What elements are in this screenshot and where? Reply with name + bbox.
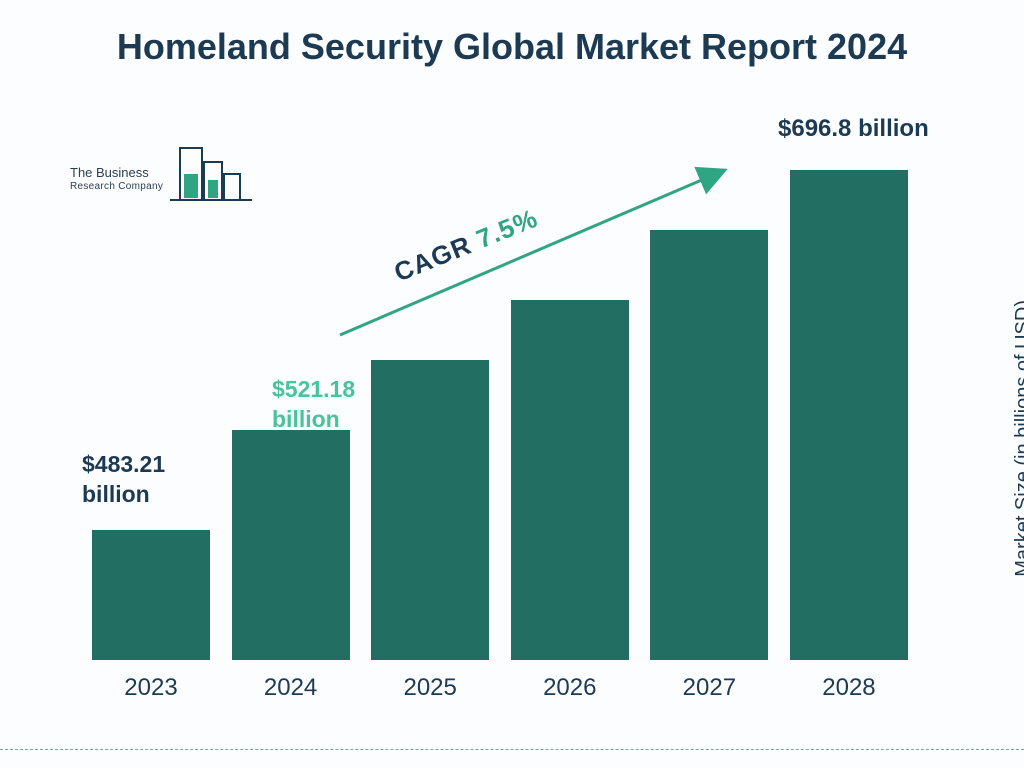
bar-slot-2028	[790, 170, 908, 660]
chart-title: Homeland Security Global Market Report 2…	[0, 24, 1024, 69]
bar-slot-2026	[511, 300, 629, 660]
bar-2027	[650, 230, 768, 660]
bar-2026	[511, 300, 629, 660]
x-label-2027: 2027	[650, 674, 768, 702]
bar-chart: 2023 2024 2025 2026 2027 2028	[80, 150, 950, 710]
bar-2028	[790, 170, 908, 660]
bar-slot-2027	[650, 230, 768, 660]
bottom-divider	[0, 749, 1024, 750]
x-label-2026: 2026	[511, 674, 629, 702]
bar-2024	[232, 430, 350, 660]
x-label-2023: 2023	[92, 674, 210, 702]
x-label-2025: 2025	[371, 674, 489, 702]
bar-2025	[371, 360, 489, 660]
bar-slot-2024	[232, 430, 350, 660]
bar-container	[80, 150, 920, 660]
bar-2023	[92, 530, 210, 660]
x-axis: 2023 2024 2025 2026 2027 2028	[80, 674, 920, 702]
x-label-2028: 2028	[790, 674, 908, 702]
value-label-2028: $696.8 billion	[778, 115, 929, 143]
bar-slot-2025	[371, 360, 489, 660]
x-label-2024: 2024	[232, 674, 350, 702]
chart-frame: { "chart": { "type": "bar", "title": "Ho…	[0, 0, 1024, 768]
bar-slot-2023	[92, 530, 210, 660]
y-axis-label: Market Size (in billions of USD)	[1012, 300, 1024, 577]
